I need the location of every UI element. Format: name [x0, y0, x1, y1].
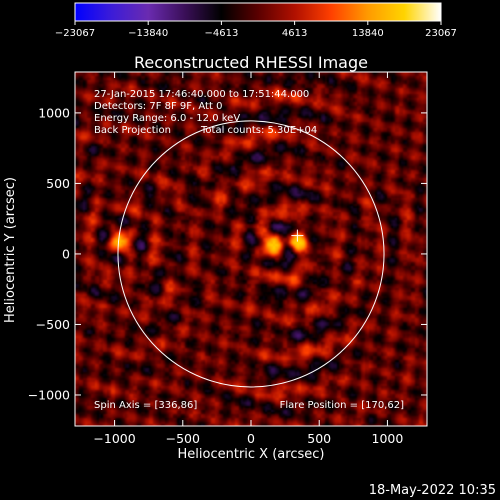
annotation-detectors: Detectors: 7F 8F 9F, Att 0: [94, 101, 222, 112]
heatmap-image: [75, 72, 427, 426]
y-tick-label: −1000: [28, 387, 70, 402]
x-axis-ticks: −1000 −500 0 500 1000: [93, 72, 403, 446]
y-tick-label: 500: [46, 176, 70, 191]
colorbar-tick-label: 23067: [425, 28, 457, 39]
colorbar: −23067 −13840 −4613 4613 13840 23067: [55, 2, 457, 39]
colorbar-tick-label: 4613: [282, 28, 307, 39]
flare-position-marker: [291, 229, 304, 242]
annotation-total-counts: Total counts: 5.30E+04: [200, 125, 317, 136]
chart-title: Reconstructed RHESSI Image: [134, 53, 368, 72]
annotations: 27-Jan-2015 17:46:40.000 to 17:51:44.000…: [94, 89, 404, 411]
colorbar-ticks: −23067 −13840 −4613 4613 13840 23067: [55, 21, 457, 39]
annotation-spin-axis: Spin Axis = [336,86]: [94, 400, 197, 411]
colorbar-tick-label: −4613: [204, 28, 238, 39]
colorbar-bar: [74, 2, 442, 22]
x-axis-label: Heliocentric X (arcsec): [178, 447, 325, 462]
x-tick-label: 500: [307, 431, 331, 446]
annotation-flare-position: Flare Position = [170,62]: [280, 400, 404, 411]
y-axis-label: Heliocentric Y (arcsec): [3, 177, 18, 323]
x-tick-label: 0: [247, 431, 255, 446]
y-tick-label: 0: [62, 246, 70, 261]
footer-date: 18-May-2022 10:35: [369, 483, 496, 498]
colorbar-tick-label: 13840: [352, 28, 384, 39]
y-tick-label: −500: [36, 317, 70, 332]
colorbar-tick-label: −23067: [55, 28, 95, 39]
annotation-energy-range: Energy Range: 6.0 - 12.0 keV: [94, 113, 240, 124]
solar-limb-circle: [117, 120, 385, 388]
y-tick-label: 1000: [38, 105, 70, 120]
colorbar-tick-label: −13840: [128, 28, 168, 39]
x-tick-label: 1000: [372, 431, 404, 446]
y-axis-ticks: −1000 −500 0 500 1000: [28, 105, 427, 402]
x-tick-label: −1000: [93, 431, 135, 446]
plot-area: −1000 −500 0 500 1000 −1000 −500 0 500 1000: [28, 71, 428, 446]
annotation-time-range: 27-Jan-2015 17:46:40.000 to 17:51:44.000: [94, 89, 309, 100]
x-tick-label: −500: [166, 431, 200, 446]
annotation-method: Back Projection: [94, 125, 171, 136]
